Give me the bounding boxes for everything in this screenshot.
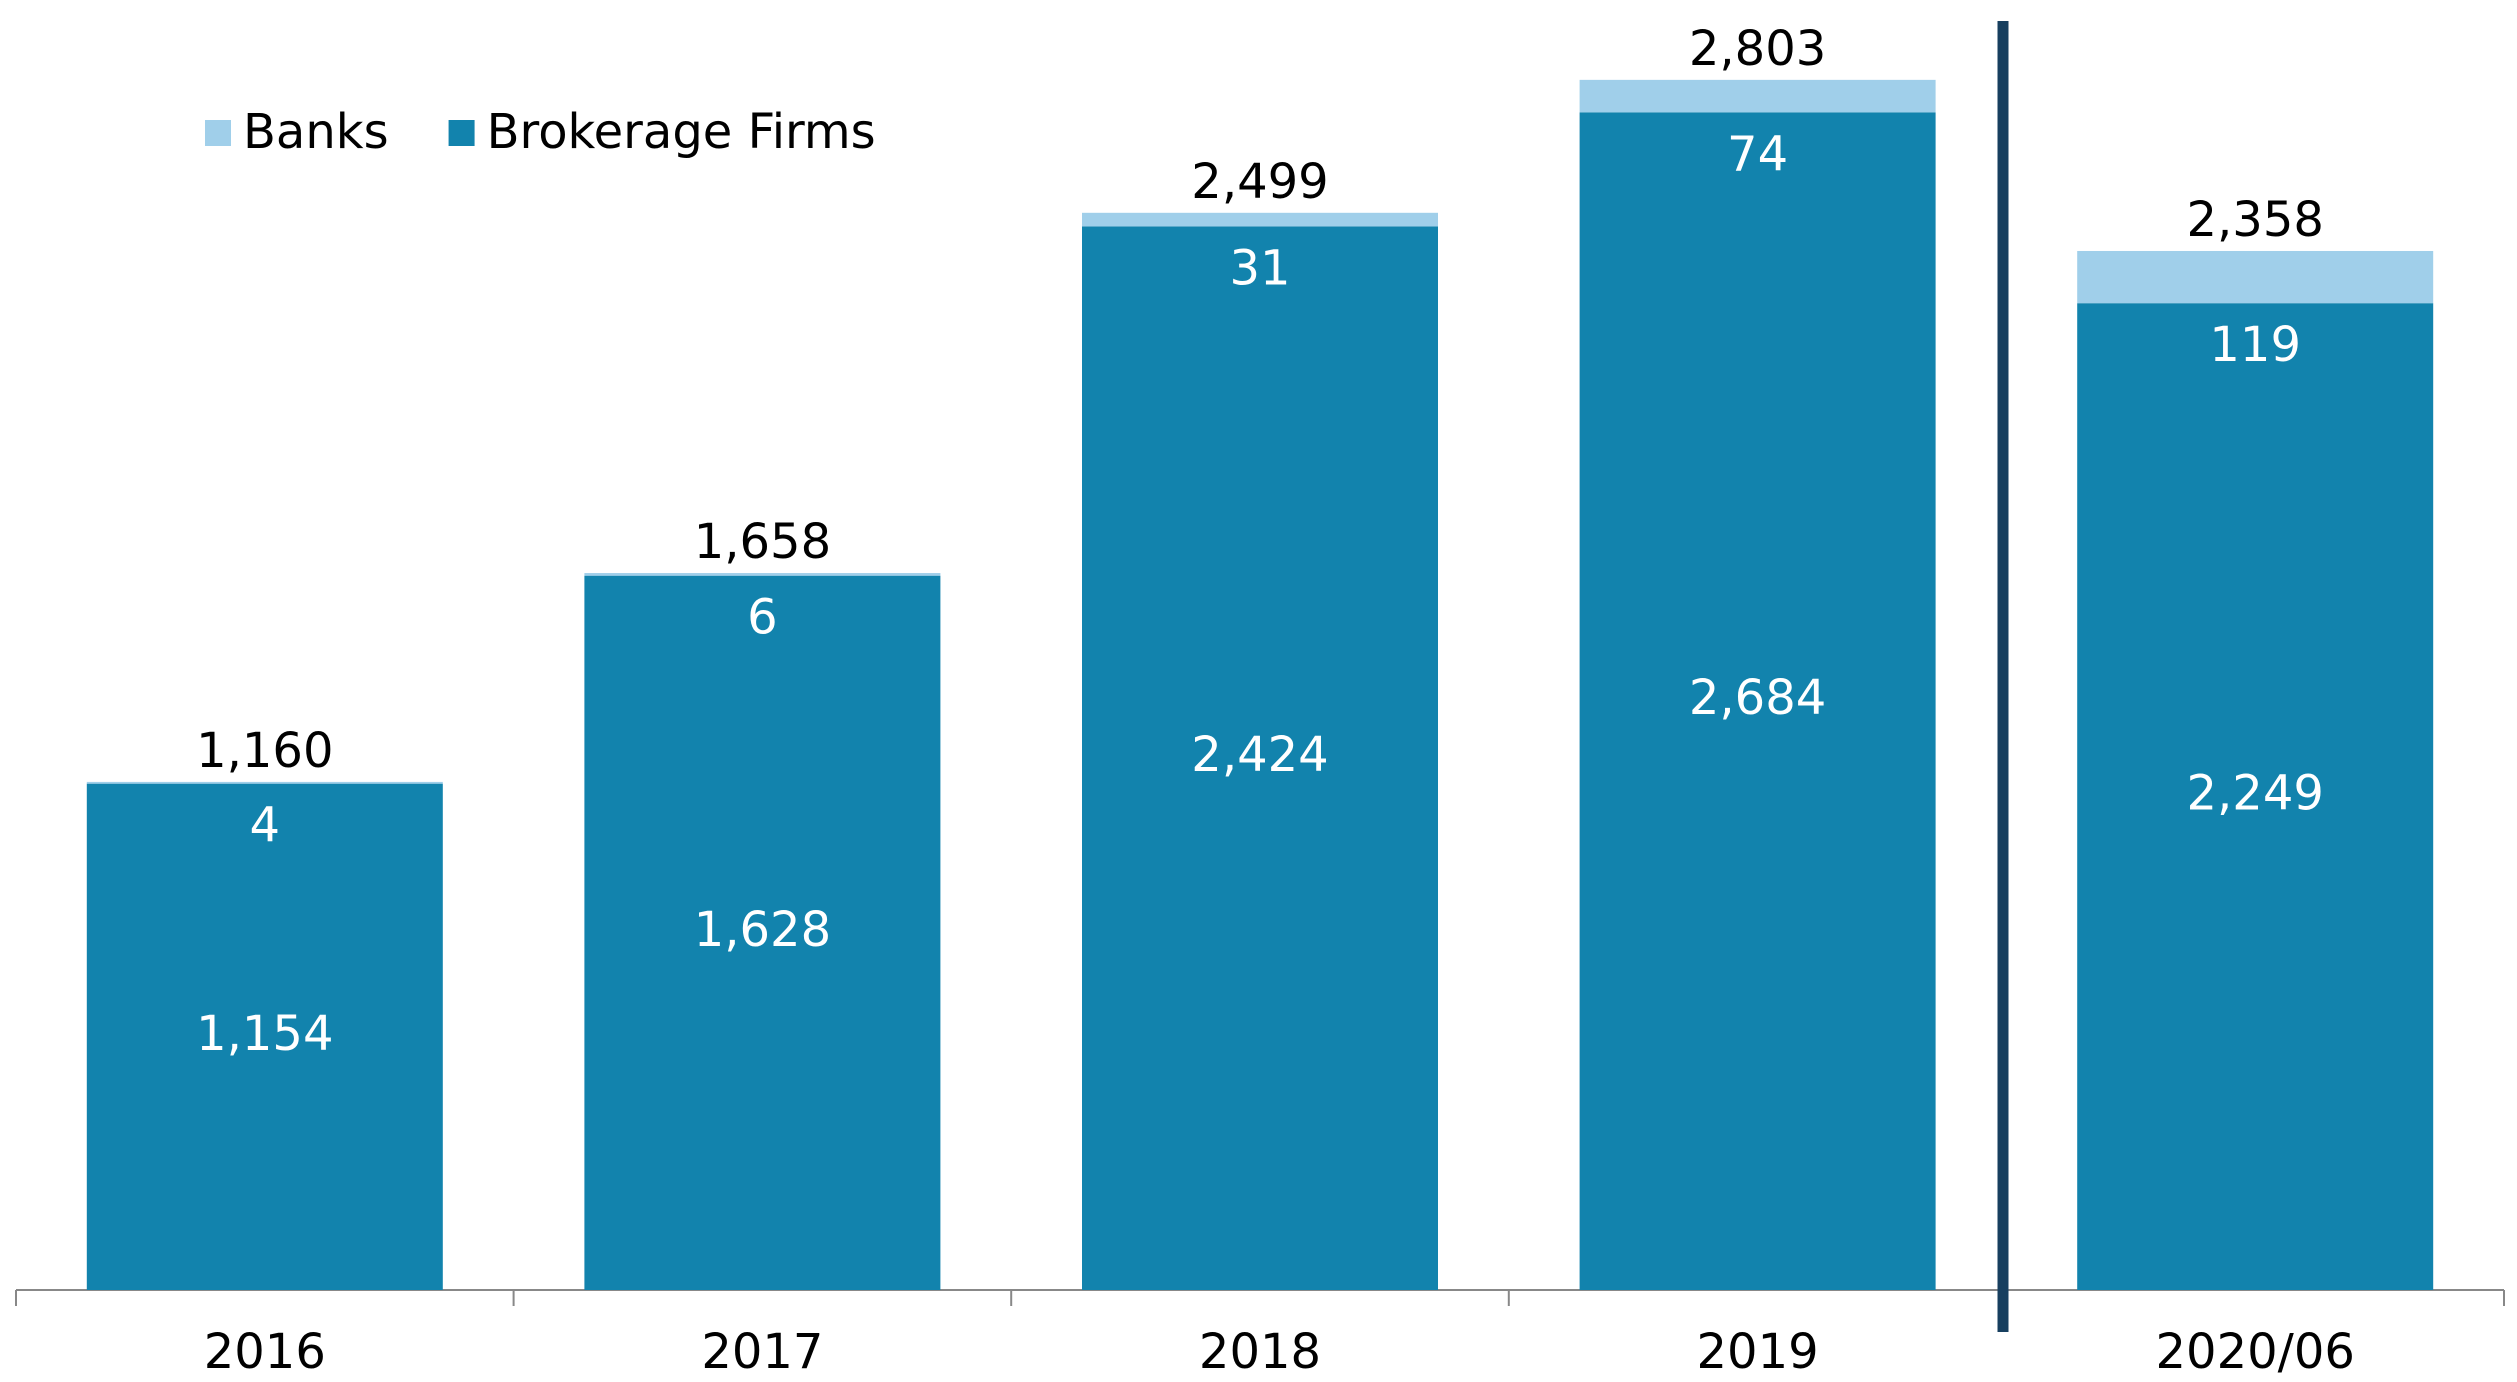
total-label: 2,358 bbox=[2186, 192, 2323, 248]
bar-segment bbox=[1579, 112, 1936, 1290]
data-label: 2,424 bbox=[1191, 727, 1328, 783]
bar-segment bbox=[1579, 79, 1936, 113]
bar-segment bbox=[86, 781, 443, 784]
bar-segment bbox=[1082, 226, 1438, 1290]
bar-segment bbox=[584, 573, 941, 576]
total-label: 1,160 bbox=[196, 723, 333, 779]
legend-label: Banks bbox=[243, 104, 389, 160]
legend-label: Brokerage Firms bbox=[487, 104, 876, 160]
x-tick-label: 2020/06 bbox=[2155, 1324, 2354, 1380]
x-tick-label: 2017 bbox=[701, 1324, 823, 1380]
data-label: 6 bbox=[747, 590, 778, 646]
data-label: 2,684 bbox=[1689, 670, 1826, 726]
bar-segment bbox=[2077, 250, 2434, 304]
data-label: 2,249 bbox=[2186, 766, 2323, 822]
legend-swatch bbox=[205, 120, 231, 146]
legend-swatch bbox=[448, 120, 475, 146]
x-tick-label: 2016 bbox=[204, 1324, 326, 1380]
data-label: 74 bbox=[1727, 126, 1788, 182]
x-tick-label: 2018 bbox=[1199, 1324, 1321, 1380]
bar-segment bbox=[2077, 303, 2434, 1291]
data-label: 4 bbox=[250, 798, 281, 854]
data-label: 31 bbox=[1229, 240, 1290, 296]
bar-segment bbox=[86, 783, 443, 1290]
x-tick-label: 2019 bbox=[1697, 1324, 1819, 1380]
total-label: 2,803 bbox=[1689, 21, 1826, 77]
total-label: 2,499 bbox=[1191, 154, 1328, 210]
bar-segment bbox=[1082, 212, 1438, 227]
data-label: 119 bbox=[2209, 317, 2301, 373]
bar-segment bbox=[584, 575, 941, 1290]
total-label: 1,658 bbox=[694, 514, 831, 570]
data-label: 1,628 bbox=[694, 902, 831, 958]
data-label: 1,154 bbox=[196, 1006, 333, 1062]
